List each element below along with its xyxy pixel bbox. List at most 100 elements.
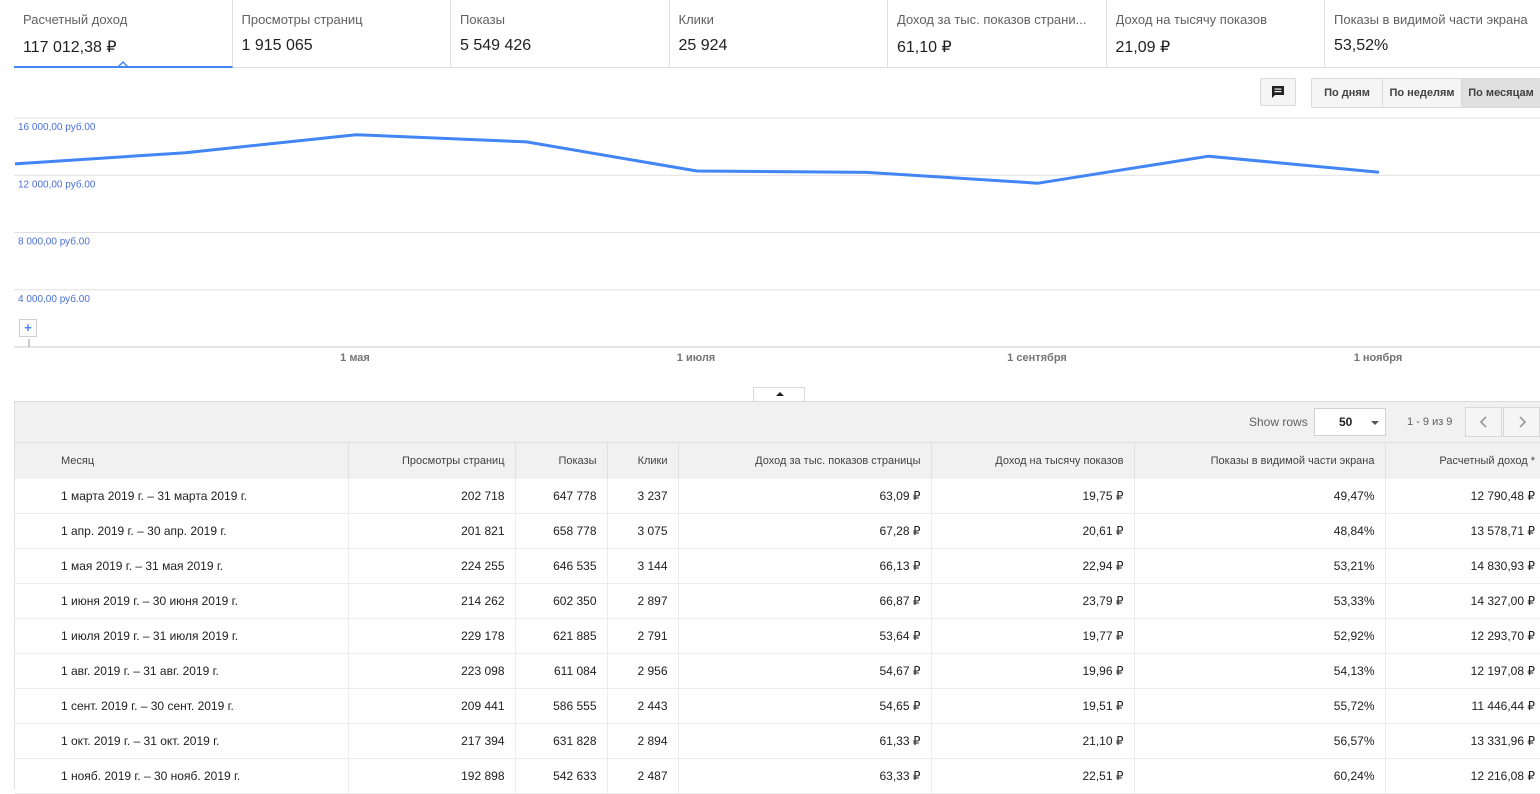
table-row: 1 окт. 2019 г. – 31 окт. 2019 г. 217 394 6… xyxy=(15,723,1540,759)
metric-value: 1 915 065 xyxy=(241,37,313,54)
cell-page-rpm: 54,67 ₽ xyxy=(678,653,932,689)
cell-page-views: 201 821 xyxy=(348,513,516,549)
metric-card-impressions[interactable]: Показы 5 549 426 xyxy=(451,0,670,68)
chart-zoom-button[interactable]: + xyxy=(19,319,37,337)
metric-card-page-views[interactable]: Просмотры страниц 1 915 065 xyxy=(233,0,451,68)
cell-impression-rpm: 22,51 ₽ xyxy=(931,758,1135,794)
cell-impression-rpm: 23,79 ₽ xyxy=(931,583,1135,619)
metric-card-page-rpm[interactable]: Доход за тыс. показов страни... 61,10 ₽ xyxy=(888,0,1107,68)
x-tick-label: 1 мая xyxy=(340,352,370,364)
cell-estimated-earnings: 12 216,08 ₽ xyxy=(1470,769,1535,783)
cell-estimated-earnings: 12 293,70 ₽ xyxy=(1470,629,1535,643)
cell-clicks: 2 956 xyxy=(607,653,679,689)
table-row: 1 сент. 2019 г. – 30 сент. 2019 г. 209 44… xyxy=(15,688,1540,724)
cell-clicks: 3 144 xyxy=(607,548,679,584)
table-row: 1 нояб. 2019 г. – 30 нояб. 2019 г. 192 89… xyxy=(15,758,1540,794)
cell-page-rpm: 66,13 ₽ xyxy=(678,548,932,584)
cell-impressions: 646 535 xyxy=(515,548,608,584)
cell-month: 1 авг. 2019 г. – 31 авг. 2019 г. xyxy=(15,653,349,689)
column-header-impressions[interactable]: Показы xyxy=(515,442,608,479)
cell-month: 1 окт. 2019 г. – 31 окт. 2019 г. xyxy=(15,723,349,759)
cell-clicks: 2 894 xyxy=(607,723,679,759)
cell-page-rpm: 63,09 ₽ xyxy=(678,478,932,514)
table-toolbar: Show rows 50 1 - 9 из 9 xyxy=(15,402,1540,442)
y-tick-label: 12 000,00 руб.00 xyxy=(18,178,96,190)
x-tick-label: 1 сентября xyxy=(1007,352,1067,364)
cell-impression-rpm: 19,75 ₽ xyxy=(931,478,1135,514)
cell-estimated-earnings: 13 578,71 ₽ xyxy=(1470,524,1535,538)
metric-label: Доход за тыс. показов страни... xyxy=(897,12,1087,27)
cell-impressions: 658 778 xyxy=(515,513,608,549)
report-table: Месяц Просмотры страниц Показы Клики Доход з… xyxy=(15,442,1540,794)
metric-card-impression-rpm[interactable]: Доход на тысячу показов 21,09 ₽ xyxy=(1107,0,1325,68)
table-header-row: Месяц Просмотры страниц Показы Клики Доход з… xyxy=(15,442,1540,479)
table-row: 1 июня 2019 г. – 30 июня 2019 г. 214 262 6… xyxy=(15,583,1540,619)
comment-icon xyxy=(1272,86,1284,98)
active-caret-icon xyxy=(117,61,129,66)
table-row: 1 мая 2019 г. – 31 мая 2019 г. 224 255 646… xyxy=(15,548,1540,584)
collapse-chart-toggle[interactable] xyxy=(753,387,805,402)
metric-value: 61,10 ₽ xyxy=(897,39,952,56)
table-row: 1 апр. 2019 г. – 30 апр. 2019 г. 201 821 6… xyxy=(15,513,1540,549)
y-tick-label: 16 000,00 руб.00 xyxy=(18,121,96,133)
cell-page-views: 223 098 xyxy=(348,653,516,689)
chevron-left-icon xyxy=(1479,416,1487,428)
cell-impressions: 586 555 xyxy=(515,688,608,724)
cell-viewable: 55,72% xyxy=(1134,688,1386,724)
metric-label: Просмотры страниц xyxy=(241,12,363,27)
table-row: 1 июля 2019 г. – 31 июля 2019 г. 229 178 6… xyxy=(15,618,1540,654)
cell-viewable: 53,21% xyxy=(1134,548,1386,584)
metric-card-active-view-viewable[interactable]: Показы в видимой части экрана 53,52% xyxy=(1325,0,1540,68)
cell-page-views: 202 718 xyxy=(348,478,516,514)
cell-page-views: 217 394 xyxy=(348,723,516,759)
series-line[interactable] xyxy=(14,133,1380,185)
period-months-button[interactable]: По месяцам xyxy=(1462,79,1540,107)
rows-per-page-select[interactable]: 50 xyxy=(1314,408,1386,436)
column-header-impression-rpm[interactable]: Доход на тысячу показов xyxy=(931,442,1135,479)
metric-card-clicks[interactable]: Клики 25 924 xyxy=(670,0,888,68)
previous-page-button[interactable] xyxy=(1465,407,1502,437)
cell-viewable: 49,47% xyxy=(1134,478,1386,514)
cell-clicks: 2 487 xyxy=(607,758,679,794)
column-header-page-views[interactable]: Просмотры страниц xyxy=(348,442,516,479)
pagination-range: 1 - 9 из 9 xyxy=(1407,416,1453,428)
table-body: 1 марта 2019 г. – 31 марта 2019 г. 202 71… xyxy=(15,478,1540,794)
cell-estimated-earnings: 14 327,00 ₽ xyxy=(1470,594,1535,608)
cell-page-views: 224 255 xyxy=(348,548,516,584)
cell-month: 1 июня 2019 г. – 30 июня 2019 г. xyxy=(15,583,349,619)
report-table-panel: Show rows 50 1 - 9 из 9 Месяц Просмотры с… xyxy=(14,401,1540,794)
cell-viewable: 54,13% xyxy=(1134,653,1386,689)
column-header-estimated-earnings[interactable]: Расчетный доход * xyxy=(1385,442,1540,479)
metric-value: 21,09 ₽ xyxy=(1115,39,1171,56)
cell-page-rpm: 67,28 ₽ xyxy=(678,513,932,549)
cell-month: 1 нояб. 2019 г. – 30 нояб. 2019 г. xyxy=(15,758,349,794)
annotation-button[interactable] xyxy=(1260,78,1296,106)
column-header-clicks[interactable]: Клики xyxy=(607,442,679,479)
period-weeks-button[interactable]: По неделям xyxy=(1383,79,1462,107)
next-page-button[interactable] xyxy=(1503,407,1540,437)
line-chart-svg: 16 000,00 руб.00 12 000,00 руб.00 8 000,00… xyxy=(14,117,1540,364)
cell-impression-rpm: 22,94 ₽ xyxy=(931,548,1135,584)
cell-impressions: 631 828 xyxy=(515,723,608,759)
cell-month: 1 апр. 2019 г. – 30 апр. 2019 г. xyxy=(15,513,349,549)
table-row: 1 марта 2019 г. – 31 марта 2019 г. 202 71… xyxy=(15,478,1540,514)
cell-impressions: 621 885 xyxy=(515,618,608,654)
period-days-button[interactable]: По дням xyxy=(1312,79,1383,107)
earnings-chart: 16 000,00 руб.00 12 000,00 руб.00 8 000,00… xyxy=(14,110,1540,370)
cell-clicks: 2 791 xyxy=(607,618,679,654)
metric-value: 25 924 xyxy=(678,37,728,54)
column-header-viewable[interactable]: Показы в видимой части экрана xyxy=(1134,442,1386,479)
column-header-month[interactable]: Месяц xyxy=(15,442,349,479)
cell-viewable: 60,24% xyxy=(1134,758,1386,794)
metric-card-estimated-earnings[interactable]: Расчетный доход 117 012,38 ₽ xyxy=(14,0,233,68)
metric-value: 117 012,38 ₽ xyxy=(23,39,117,56)
cell-impression-rpm: 20,61 ₽ xyxy=(931,513,1135,549)
cell-month: 1 сент. 2019 г. – 30 сент. 2019 г. xyxy=(15,688,349,724)
column-header-page-rpm[interactable]: Доход за тыс. показов страницы xyxy=(678,442,932,479)
cell-estimated-earnings: 13 331,96 ₽ xyxy=(1470,734,1535,748)
metric-label: Расчетный доход xyxy=(23,12,128,27)
cell-page-rpm: 66,87 ₽ xyxy=(678,583,932,619)
cell-viewable: 56,57% xyxy=(1134,723,1386,759)
show-rows-label: Show rows xyxy=(1249,415,1308,429)
cell-month: 1 мая 2019 г. – 31 мая 2019 г. xyxy=(15,548,349,584)
